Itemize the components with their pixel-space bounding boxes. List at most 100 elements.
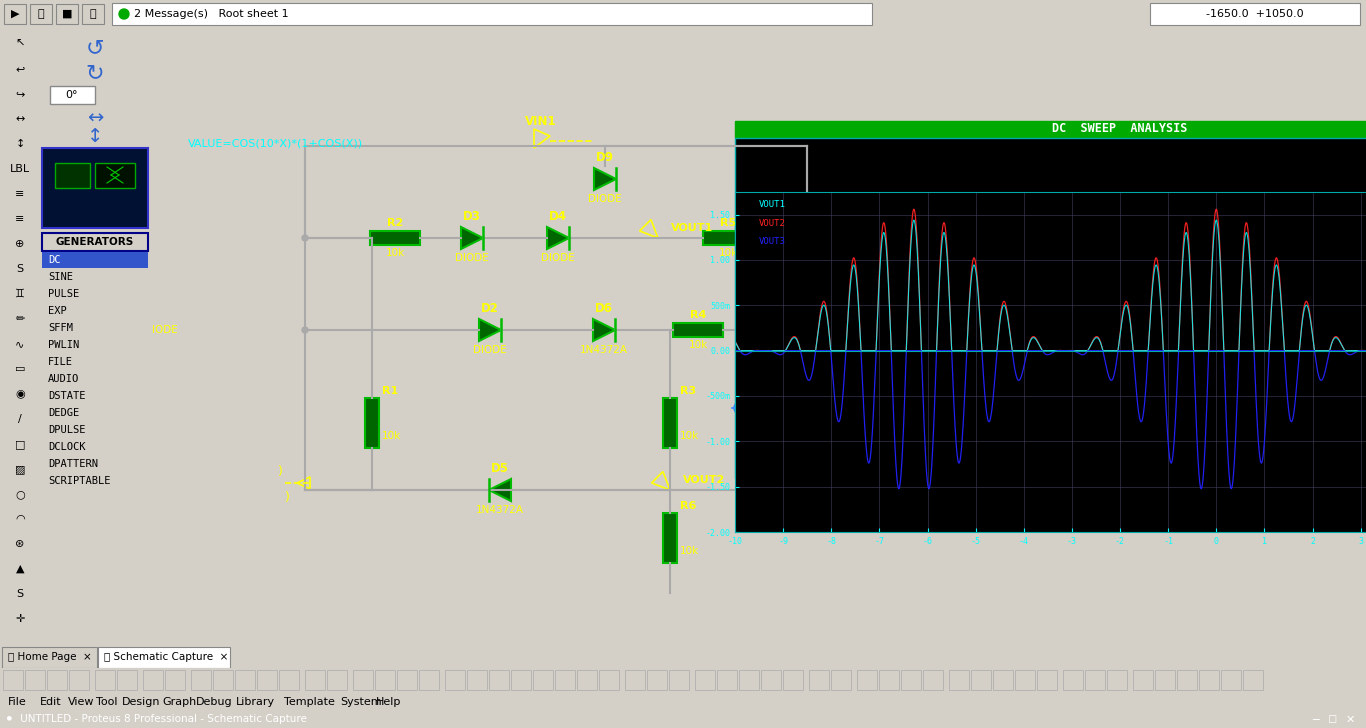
Text: ○: ○ xyxy=(15,489,25,499)
Polygon shape xyxy=(594,168,616,190)
Bar xyxy=(1,133,38,155)
Text: 10k: 10k xyxy=(688,340,708,350)
Text: DC: DC xyxy=(48,255,60,265)
Text: Graph: Graph xyxy=(163,697,197,707)
Bar xyxy=(1,183,38,205)
Text: D7: D7 xyxy=(796,302,814,315)
Bar xyxy=(279,670,299,690)
Text: 2 Message(s)   Root sheet 1: 2 Message(s) Root sheet 1 xyxy=(134,9,288,19)
Bar xyxy=(739,670,759,690)
Text: 1N4372A: 1N4372A xyxy=(475,505,525,515)
Bar xyxy=(1199,670,1218,690)
Bar xyxy=(555,670,575,690)
Bar xyxy=(42,148,148,228)
Bar xyxy=(663,513,678,563)
Circle shape xyxy=(119,9,128,19)
Bar xyxy=(1,458,38,480)
Text: DIODE: DIODE xyxy=(589,194,622,204)
Bar xyxy=(96,163,135,188)
Bar xyxy=(1,333,38,355)
Circle shape xyxy=(488,327,493,333)
Bar xyxy=(445,670,464,690)
Text: ≡: ≡ xyxy=(15,214,25,224)
Bar xyxy=(1106,670,1127,690)
Text: /: / xyxy=(18,414,22,424)
Bar xyxy=(1,233,38,255)
Text: ↺: ↺ xyxy=(86,38,104,58)
Bar xyxy=(1177,670,1197,690)
Text: 10k: 10k xyxy=(382,431,402,441)
Bar xyxy=(96,670,115,690)
Bar xyxy=(949,670,968,690)
Text: ↻: ↻ xyxy=(86,63,104,83)
Bar xyxy=(923,670,943,690)
Text: Library: Library xyxy=(236,697,275,707)
Text: ⏸: ⏸ xyxy=(38,9,44,19)
Text: Tool: Tool xyxy=(96,697,117,707)
Bar xyxy=(669,670,688,690)
Text: VALUE=COS(10*X)*(1+COS(X)): VALUE=COS(10*X)*(1+COS(X)) xyxy=(189,138,363,148)
Text: AUDIO: AUDIO xyxy=(48,374,79,384)
Bar xyxy=(1,483,38,505)
Text: LBL: LBL xyxy=(10,164,30,174)
Text: 10k: 10k xyxy=(680,431,699,441)
Text: ◉: ◉ xyxy=(15,389,25,399)
Text: PULSE: PULSE xyxy=(48,289,79,299)
Bar xyxy=(1,508,38,530)
Bar xyxy=(1,383,38,405)
Bar xyxy=(213,670,234,690)
Text: D8: D8 xyxy=(755,462,775,475)
Bar xyxy=(735,121,1366,138)
Text: ♊: ♊ xyxy=(15,289,25,299)
Bar xyxy=(1132,670,1153,690)
Bar xyxy=(365,398,378,448)
Text: SINE: SINE xyxy=(48,272,72,282)
Text: ∿: ∿ xyxy=(15,339,25,349)
Bar xyxy=(626,670,645,690)
Bar xyxy=(235,670,255,690)
Text: DCLOCK: DCLOCK xyxy=(48,442,86,452)
Text: R6: R6 xyxy=(680,501,697,511)
Text: ⊕: ⊕ xyxy=(15,239,25,249)
Text: View: View xyxy=(68,697,94,707)
Text: GENERATORS: GENERATORS xyxy=(56,237,134,247)
Text: DEDGE: DEDGE xyxy=(48,408,79,418)
Text: 10k: 10k xyxy=(385,248,404,258)
Bar xyxy=(1,58,38,80)
Bar xyxy=(117,670,137,690)
Bar xyxy=(56,4,78,24)
Text: R3: R3 xyxy=(680,386,697,396)
Bar xyxy=(25,670,45,690)
Text: VOUT1: VOUT1 xyxy=(671,223,713,233)
Text: System: System xyxy=(340,697,381,707)
Text: VOUT3: VOUT3 xyxy=(759,237,785,245)
Bar xyxy=(1243,670,1264,690)
Text: IODE: IODE xyxy=(152,325,178,335)
Bar xyxy=(533,670,553,690)
Text: DIODE: DIODE xyxy=(541,253,575,263)
Bar xyxy=(703,231,753,245)
Text: DIODE: DIODE xyxy=(473,345,507,355)
Text: Help: Help xyxy=(376,697,402,707)
Bar xyxy=(695,670,714,690)
Text: DSTATE: DSTATE xyxy=(48,391,86,401)
Text: ✛: ✛ xyxy=(15,614,25,624)
Bar xyxy=(717,670,738,690)
Bar xyxy=(993,670,1014,690)
Bar xyxy=(761,670,781,690)
Text: EXP: EXP xyxy=(48,306,67,316)
Bar xyxy=(489,670,510,690)
Bar xyxy=(143,670,163,690)
Text: ✏: ✏ xyxy=(15,314,25,324)
Text: 10k: 10k xyxy=(680,546,699,556)
Text: ≡: ≡ xyxy=(15,189,25,199)
Bar xyxy=(398,670,417,690)
Bar xyxy=(576,670,597,690)
Bar xyxy=(1,283,38,305)
Bar xyxy=(352,670,373,690)
Text: 1N4372A: 1N4372A xyxy=(740,505,790,515)
Text: D9: D9 xyxy=(596,151,613,164)
Text: ▲: ▲ xyxy=(16,564,25,574)
Text: ─: ─ xyxy=(1313,714,1320,724)
Text: 10k: 10k xyxy=(719,248,738,258)
